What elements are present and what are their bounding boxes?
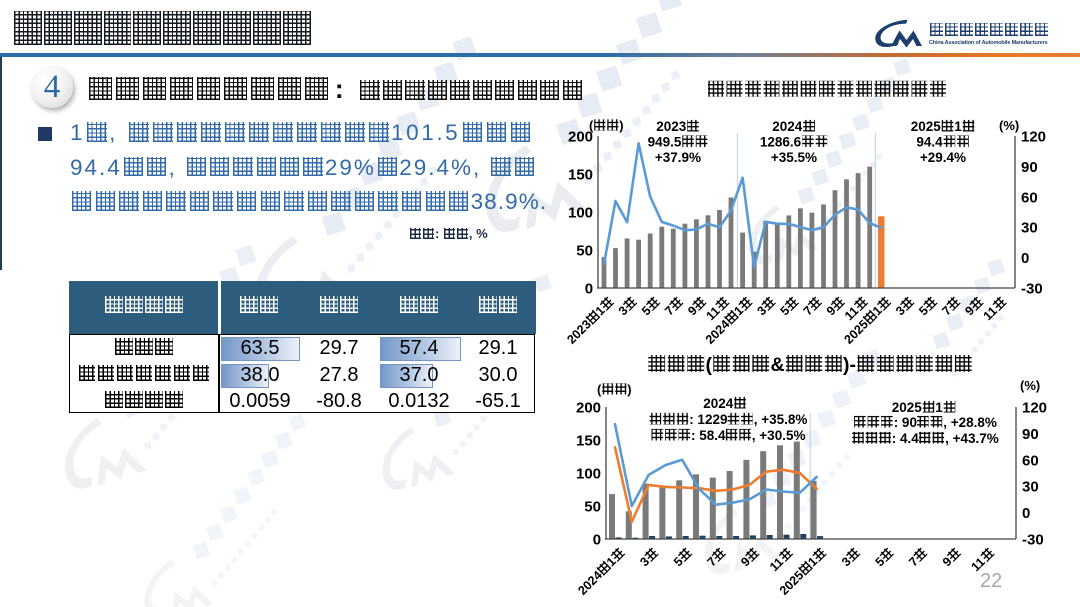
svg-text:2025: 2025 [911,119,942,134]
svg-text:2024: 2024 [703,396,734,411]
svg-text:1: 1 [935,400,943,415]
svg-text:+35.5%: +35.5% [771,150,817,165]
svg-text:0: 0 [1022,505,1030,522]
svg-text:(%): (%) [999,118,1019,133]
svg-text:949.5: 949.5 [648,135,682,150]
svg-text:: 58.4: : 58.4 [691,428,726,443]
svg-text:2024: 2024 [575,568,605,598]
svg-text:30: 30 [1021,220,1038,237]
svg-text:2023: 2023 [564,317,594,347]
svg-text:1: 1 [954,119,962,134]
svg-text:60: 60 [1022,452,1039,469]
svg-text:0: 0 [585,281,593,298]
svg-text:100: 100 [576,466,601,483]
svg-text:+37.9%: +37.9% [655,150,701,165]
svg-text:2025: 2025 [777,568,807,598]
svg-text:22: 22 [980,570,1002,592]
svg-text:0: 0 [1021,250,1029,267]
svg-text:90: 90 [1021,159,1038,176]
svg-text:94.4: 94.4 [916,135,943,150]
svg-text:120: 120 [1021,129,1046,146]
svg-text:(%): (%) [1020,378,1040,393]
svg-text:30: 30 [1022,479,1039,496]
svg-text:2025: 2025 [842,317,872,347]
svg-text:2025: 2025 [892,400,923,415]
svg-text:+29.4%: +29.4% [920,150,966,165]
svg-text:100: 100 [568,205,593,222]
svg-text:2024: 2024 [772,119,803,134]
svg-text:(: ( [589,118,594,133]
svg-text:120: 120 [1022,400,1047,417]
svg-text:0: 0 [593,532,601,549]
svg-text:-30: -30 [1021,281,1043,298]
svg-text:200: 200 [576,400,601,417]
svg-text:): ) [619,118,623,133]
svg-text:2023: 2023 [656,119,687,134]
svg-text:50: 50 [576,243,593,260]
svg-text:1286.6: 1286.6 [760,135,802,150]
svg-text:150: 150 [568,167,593,184]
svg-text:(: ( [706,354,713,376]
svg-text:: 4.4: : 4.4 [892,431,920,446]
svg-text:&: & [771,354,785,376]
svg-text:2024: 2024 [703,317,733,347]
svg-text:(: ( [597,382,602,397]
svg-text:50: 50 [584,499,601,516]
svg-text:, +28.8%: , +28.8% [943,415,997,430]
svg-text:, +35.8%: , +35.8% [754,412,808,427]
svg-text:60: 60 [1021,189,1038,206]
svg-text:: 1229: : 1229 [689,412,727,427]
svg-text:90: 90 [1022,426,1039,443]
svg-text:200: 200 [568,129,593,146]
svg-text:, +30.5%: , +30.5% [752,428,806,443]
svg-text:-30: -30 [1022,532,1044,549]
svg-text:)-: )- [843,354,856,376]
svg-text:150: 150 [576,433,601,450]
svg-text:): ) [627,382,631,397]
svg-text:, +43.7%: , +43.7% [945,431,999,446]
svg-text:: 90: : 90 [894,415,917,430]
